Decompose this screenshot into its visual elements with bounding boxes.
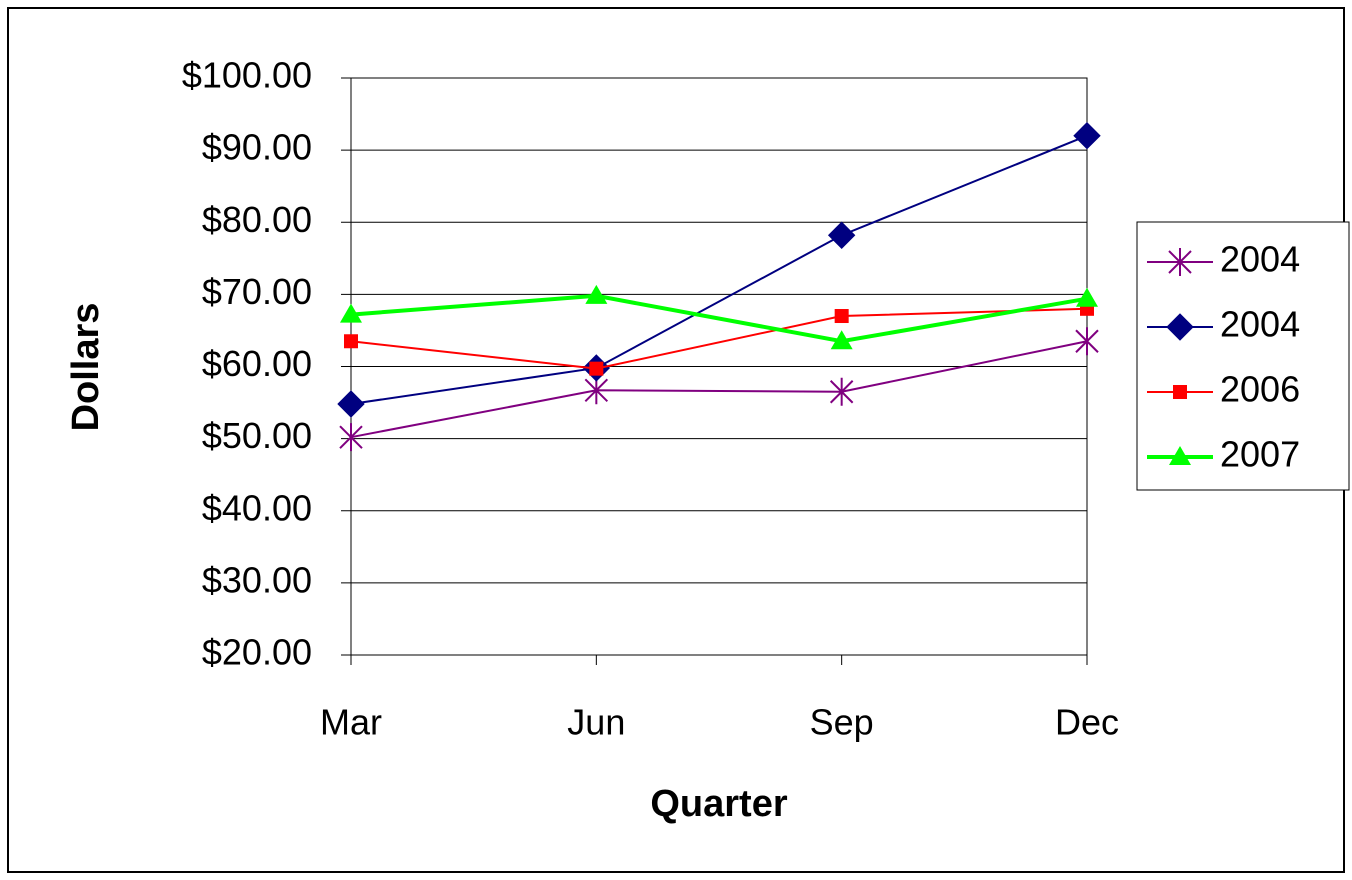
- y-tick-label: $40.00: [202, 487, 312, 528]
- legend-label: 2004: [1220, 239, 1300, 280]
- legend-label: 2007: [1220, 434, 1300, 475]
- data-point: [829, 377, 854, 406]
- series-line: [350, 134, 1088, 405]
- y-tick-label: $80.00: [202, 199, 312, 240]
- data-point: [340, 303, 362, 323]
- chart-border: [7, 7, 1345, 873]
- data-point: [339, 423, 363, 452]
- plot-border: [350, 77, 1088, 656]
- data-point: [1075, 327, 1099, 356]
- data-point: [585, 284, 608, 304]
- data-point: [337, 390, 365, 418]
- series-line: [350, 293, 1088, 344]
- x-tick-label: Dec: [1055, 702, 1119, 743]
- data-point: [589, 361, 604, 376]
- y-tick-label: $90.00: [202, 127, 312, 168]
- data-point: [1076, 287, 1098, 307]
- y-tick-label: $20.00: [202, 632, 312, 673]
- series-line: [350, 340, 1088, 439]
- x-tick-label: Jun: [567, 702, 625, 743]
- legend-label: 2004: [1220, 304, 1300, 345]
- y-axis-title: Dollars: [65, 303, 107, 432]
- legend-box: [1136, 221, 1350, 491]
- y-tick-label: $50.00: [202, 415, 312, 456]
- data-point: [827, 221, 856, 249]
- y-tick-label: $100.00: [182, 55, 312, 96]
- data-point: [830, 330, 853, 350]
- legend-marker: [1168, 248, 1192, 276]
- x-tick-label: Mar: [320, 702, 382, 743]
- data-point: [344, 334, 358, 349]
- legend-marker: [1166, 313, 1194, 341]
- x-axis-title: Quarter: [650, 783, 787, 825]
- x-tick-label: Sep: [810, 702, 874, 743]
- data-point: [1073, 121, 1101, 150]
- y-tick-label: $60.00: [202, 343, 312, 384]
- data-point: [834, 309, 849, 324]
- legend-label: 2006: [1220, 369, 1300, 410]
- y-tick-label: $30.00: [202, 559, 312, 600]
- legend-marker: [1173, 385, 1187, 399]
- legend-marker: [1169, 446, 1191, 465]
- y-tick-label: $70.00: [202, 271, 312, 312]
- series-line: [350, 307, 1088, 370]
